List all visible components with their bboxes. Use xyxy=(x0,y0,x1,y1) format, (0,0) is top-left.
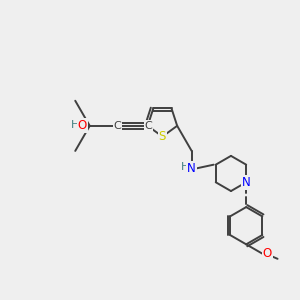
Text: C: C xyxy=(145,121,153,131)
Text: N: N xyxy=(242,176,250,189)
Text: H: H xyxy=(181,162,190,172)
Text: H: H xyxy=(71,120,80,130)
Text: C: C xyxy=(114,121,122,131)
Text: N: N xyxy=(187,162,196,175)
Text: O: O xyxy=(262,247,272,260)
Text: S: S xyxy=(159,130,166,143)
Text: O: O xyxy=(78,119,87,132)
